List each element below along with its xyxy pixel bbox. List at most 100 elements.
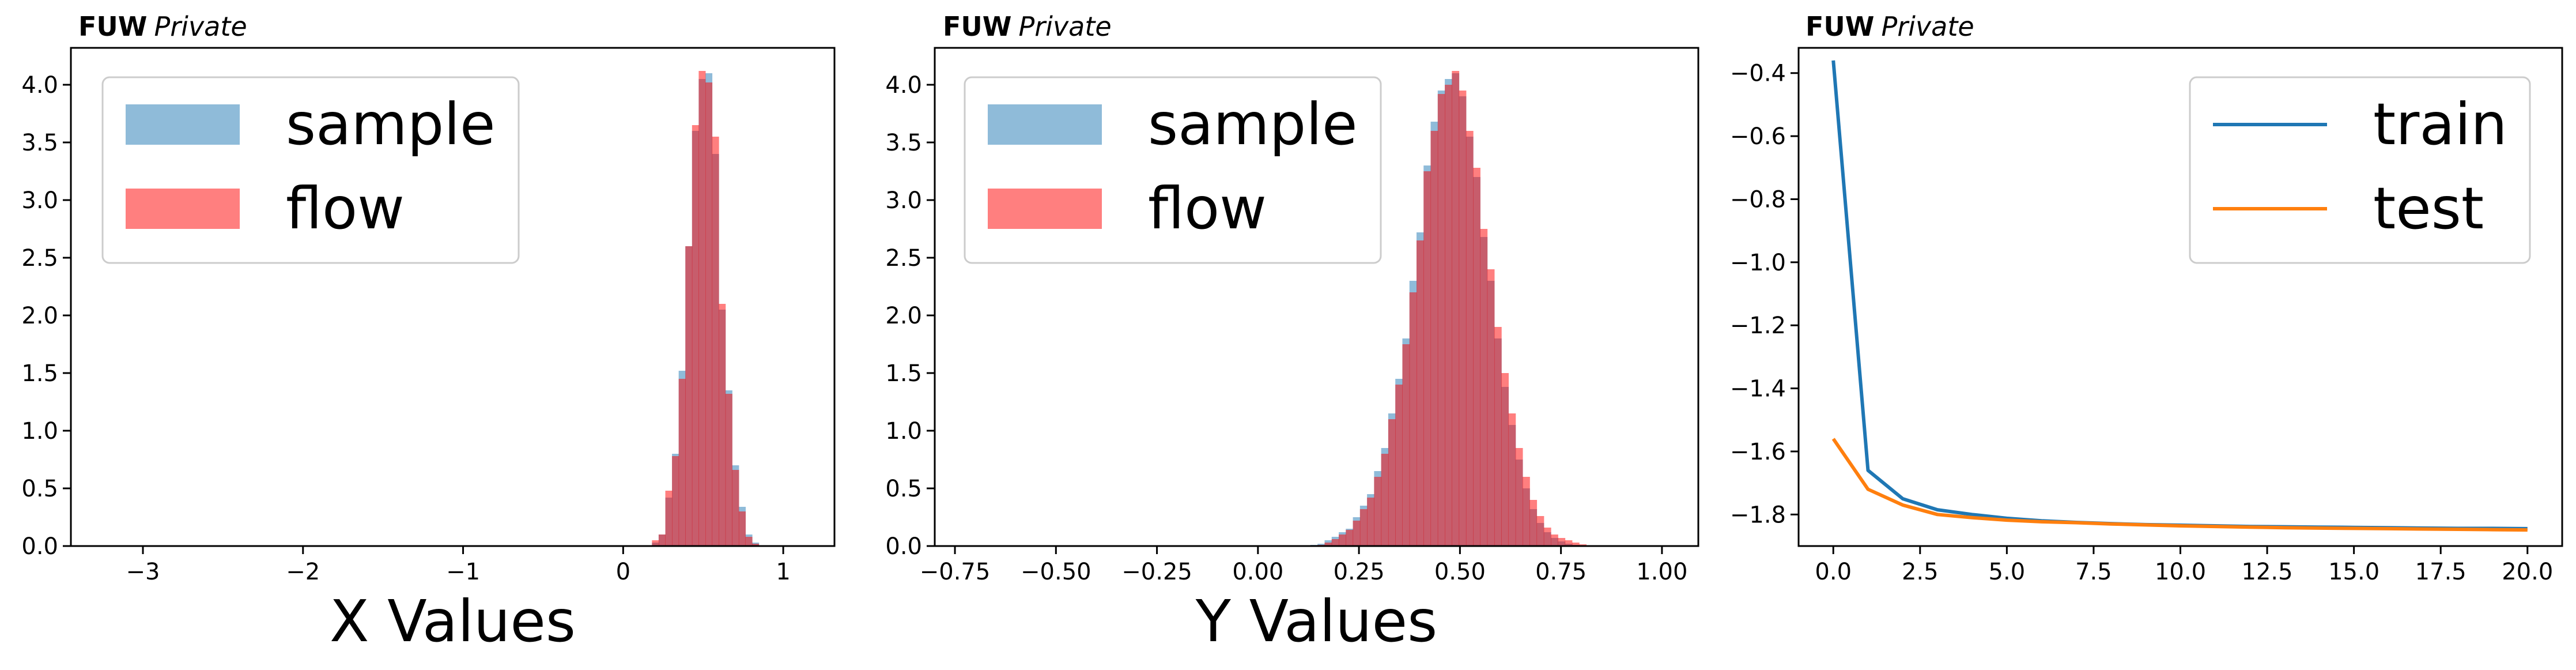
plot-frame xyxy=(934,47,1699,547)
bar-flow xyxy=(1487,269,1495,546)
panel-header: FUW Private xyxy=(78,11,247,42)
y-tick-label: 3.5 xyxy=(885,130,922,156)
y-tick-label: −0.4 xyxy=(1730,61,1786,87)
x-tick-label: 0.00 xyxy=(1232,559,1283,585)
legend-swatch xyxy=(126,189,240,229)
y-axis-ticks: −0.4 −0.6 −0.8 −1.0 −1.2 −1.4 −1.6 −1.8 xyxy=(1730,61,1799,528)
bar-flow xyxy=(685,246,693,546)
x-tick-label: 2.5 xyxy=(1902,559,1939,585)
x-tick-label: 10.0 xyxy=(2155,559,2206,585)
bar-flow xyxy=(665,491,673,546)
bar-flow xyxy=(1515,448,1523,546)
legend-swatch xyxy=(126,104,240,145)
bar-flow xyxy=(1417,240,1424,546)
bar-flow xyxy=(1402,344,1410,546)
bar-flow xyxy=(1346,530,1354,546)
x-tick-label: −1 xyxy=(446,559,480,585)
y-tick-label: 1.0 xyxy=(21,418,58,445)
panel-y-histogram: FUW Private −0.75 −0.50 −0.25 0.00 0.25 0.50 0.… xyxy=(885,11,1699,655)
bar-flow xyxy=(1459,91,1467,546)
histogram-bars xyxy=(1310,71,1594,546)
bar-flow xyxy=(752,544,760,546)
bar-flow xyxy=(652,540,659,546)
bar-flow xyxy=(1473,168,1480,546)
x-axis-ticks: −3 −2 −1 0 1 xyxy=(126,546,791,585)
bar-flow xyxy=(698,71,706,546)
y-tick-label: 3.0 xyxy=(885,187,922,214)
bar-flow xyxy=(692,125,699,546)
y-tick-label: 0.0 xyxy=(21,533,58,560)
x-tick-label: 7.5 xyxy=(2075,559,2112,585)
y-tick-label: −1.8 xyxy=(1730,502,1786,528)
bar-flow xyxy=(1565,540,1573,546)
x-tick-label: −2 xyxy=(286,559,320,585)
legend-label: train xyxy=(2373,91,2507,158)
header-bold: FUW xyxy=(1806,11,1875,42)
bar-flow xyxy=(745,537,753,546)
bar-flow xyxy=(1409,292,1417,546)
bar-flow xyxy=(738,511,746,546)
y-tick-label: 0.5 xyxy=(21,476,58,502)
x-tick-label: −0.50 xyxy=(1021,559,1091,585)
x-axis-ticks: 0.0 2.5 5.0 7.5 10.0 12.5 15.0 17.5 20.0 xyxy=(1815,546,2553,585)
header-italic: Private xyxy=(154,11,247,42)
y-tick-label: −1.4 xyxy=(1730,376,1786,402)
bar-flow xyxy=(1452,71,1460,546)
y-tick-label: 4.0 xyxy=(21,72,58,99)
bar-flow xyxy=(725,394,732,546)
header-italic: Private xyxy=(1019,11,1112,42)
panel-header: FUW Private xyxy=(1806,11,1974,42)
y-tick-label: 0.0 xyxy=(885,533,922,560)
bar-flow xyxy=(1480,229,1488,546)
y-tick-label: 2.0 xyxy=(21,303,58,329)
bar-flow xyxy=(1395,385,1403,546)
header-bold: FUW xyxy=(943,11,1012,42)
legend-label: flow xyxy=(286,175,405,242)
bar-flow xyxy=(1339,535,1346,546)
x-axis-ticks: −0.75 −0.50 −0.25 0.00 0.25 0.50 0.75 1.00 xyxy=(920,546,1687,585)
x-axis-label: Y Values xyxy=(1195,588,1438,655)
x-tick-label: 0.75 xyxy=(1535,559,1587,585)
header-italic: Private xyxy=(1882,11,1974,42)
legend-swatch xyxy=(988,189,1102,229)
x-tick-label: 5.0 xyxy=(1989,559,2026,585)
bar-flow xyxy=(1543,528,1551,546)
x-tick-label: 20.0 xyxy=(2502,559,2553,585)
x-tick-label: 1 xyxy=(776,559,790,585)
y-tick-label: −1.2 xyxy=(1730,313,1786,339)
bar-flow xyxy=(1508,413,1516,546)
y-tick-label: −0.6 xyxy=(1730,123,1786,150)
y-tick-label: 4.0 xyxy=(885,72,922,99)
histogram-bars xyxy=(652,71,760,546)
bar-flow xyxy=(1536,516,1544,546)
bar-flow xyxy=(705,82,713,546)
bar-flow xyxy=(712,137,719,546)
x-tick-label: 0.50 xyxy=(1434,559,1486,585)
x-tick-label: 0 xyxy=(616,559,630,585)
bar-flow xyxy=(1494,327,1502,546)
bar-flow xyxy=(732,470,739,546)
line-series xyxy=(1831,60,2528,532)
legend: train test xyxy=(2189,76,2531,264)
x-tick-label: 0.0 xyxy=(1815,559,1852,585)
bar-flow xyxy=(1331,539,1339,546)
y-tick-label: 1.0 xyxy=(885,418,922,445)
series-line-test xyxy=(1831,438,2528,532)
bar-flow xyxy=(1388,419,1396,546)
y-tick-label: 3.5 xyxy=(21,130,58,156)
y-axis-ticks: 0.0 0.5 1.0 1.5 2.0 2.5 3.0 3.5 4.0 xyxy=(885,72,935,560)
bar-flow xyxy=(1374,477,1382,546)
y-tick-label: −1.6 xyxy=(1730,439,1786,465)
bar-flow xyxy=(1501,373,1509,546)
panel-x-histogram: FUW Private −3 −2 −1 0 1 0.0 0.5 1.0 1.5 2.0 2.5 3.… xyxy=(21,11,836,655)
legend-label: sample xyxy=(1148,91,1358,158)
x-tick-label: −0.75 xyxy=(920,559,991,585)
x-tick-label: 0.25 xyxy=(1334,559,1385,585)
bar-flow xyxy=(678,379,686,546)
bar-flow xyxy=(1551,535,1558,546)
bar-flow xyxy=(658,535,666,546)
legend-label: test xyxy=(2373,175,2484,242)
x-tick-label: 12.5 xyxy=(2242,559,2293,585)
y-tick-label: 0.5 xyxy=(885,476,922,502)
panel-loss-curves: FUW Private 0.0 2.5 5.0 7.5 10.0 12.5 15.0 17.5 2… xyxy=(1730,11,2563,585)
